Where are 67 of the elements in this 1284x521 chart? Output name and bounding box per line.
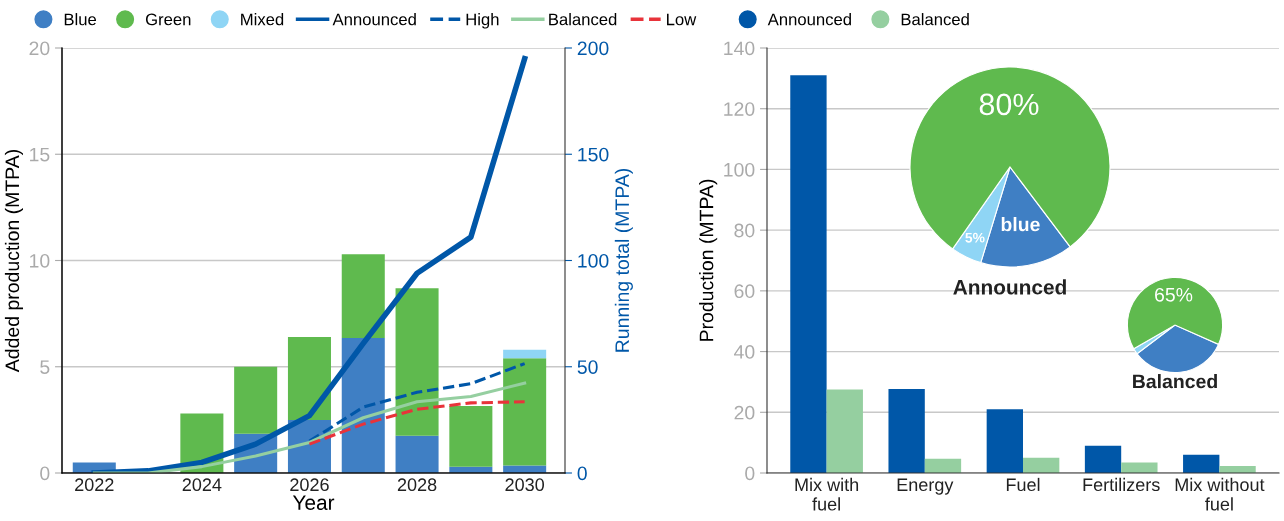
- data-label: 80%: [979, 93, 1039, 116]
- y2-tick-label: 100: [578, 253, 609, 268]
- bar: [986, 409, 1023, 473]
- legend-label: Mixed: [241, 13, 284, 26]
- bar: [826, 389, 863, 473]
- legend-label: Blue: [64, 13, 97, 26]
- x-tick-label: 2022: [75, 478, 114, 492]
- bar: [341, 254, 385, 339]
- y-axis-title: Added production (MTPA): [4, 150, 24, 373]
- legend-label: Announced: [332, 13, 416, 26]
- bar: [449, 406, 493, 467]
- bar: [1121, 462, 1158, 473]
- x-tick-label: Fuel: [1006, 477, 1040, 492]
- bar: [234, 366, 278, 434]
- bar: [503, 349, 547, 359]
- legend-label: Announced: [767, 13, 851, 26]
- legend-label: Green: [145, 13, 191, 26]
- x-tick-label: 2030: [505, 478, 545, 492]
- legend-label: Low: [667, 13, 697, 26]
- legend-label: Balanced: [549, 13, 617, 26]
- y-tick-label: 0: [745, 466, 755, 481]
- x-tick-label: 2028: [397, 478, 437, 492]
- bar: [1023, 457, 1060, 473]
- bar: [888, 388, 925, 473]
- y-tick-label: 40: [734, 345, 755, 359]
- x-tick-label: Fertilizers: [1083, 477, 1160, 492]
- x-tick-label: Mix with fuel: [795, 477, 859, 511]
- y-tick-label: 100: [724, 162, 755, 177]
- y-tick-label: 20: [29, 41, 50, 56]
- y2-tick-label: 50: [577, 360, 598, 374]
- x-tick-label: 2024: [182, 478, 222, 492]
- y2-tick-label: 0: [577, 466, 587, 481]
- x-axis-title: Year: [292, 495, 335, 510]
- legend-label: High: [466, 13, 499, 29]
- data-label: blue: [1001, 217, 1040, 232]
- legend-label: Balanced: [901, 13, 969, 26]
- bar: [1084, 445, 1122, 473]
- bar: [395, 288, 439, 436]
- y-tick-label: 15: [30, 147, 50, 162]
- y-tick-label: 20: [734, 405, 755, 420]
- bar: [395, 435, 439, 473]
- bar: [1183, 454, 1220, 473]
- y2-tick-label: 150: [578, 147, 609, 162]
- bar: [503, 358, 547, 466]
- y2-tick-label: 200: [577, 41, 609, 56]
- data-label: 65%: [1155, 287, 1193, 302]
- y-tick-label: 0: [40, 466, 50, 481]
- text: Announced: [953, 279, 1066, 295]
- text: Balanced: [1133, 374, 1217, 389]
- line-series: [307, 362, 527, 443]
- y-tick-label: 120: [724, 102, 755, 116]
- x-tick-label: Energy: [897, 478, 954, 495]
- y-axis-title: Production (MTPA): [699, 179, 718, 341]
- data-label: 5%: [965, 232, 985, 243]
- bar: [790, 75, 827, 473]
- y-tick-label: 5: [40, 360, 50, 374]
- y-tick-label: 10: [30, 253, 50, 268]
- y-tick-label: 140: [724, 41, 755, 56]
- line-series: [92, 381, 527, 473]
- line-series: [307, 400, 527, 446]
- y2-axis-title: Running total (MTPA): [614, 168, 633, 352]
- bar: [287, 337, 331, 420]
- y-tick-label: 60: [734, 284, 755, 299]
- x-tick-label: 2026: [290, 478, 329, 492]
- bar: [924, 458, 962, 473]
- y-tick-label: 80: [734, 223, 755, 238]
- x-tick-label: Mix without fuel: [1175, 477, 1265, 511]
